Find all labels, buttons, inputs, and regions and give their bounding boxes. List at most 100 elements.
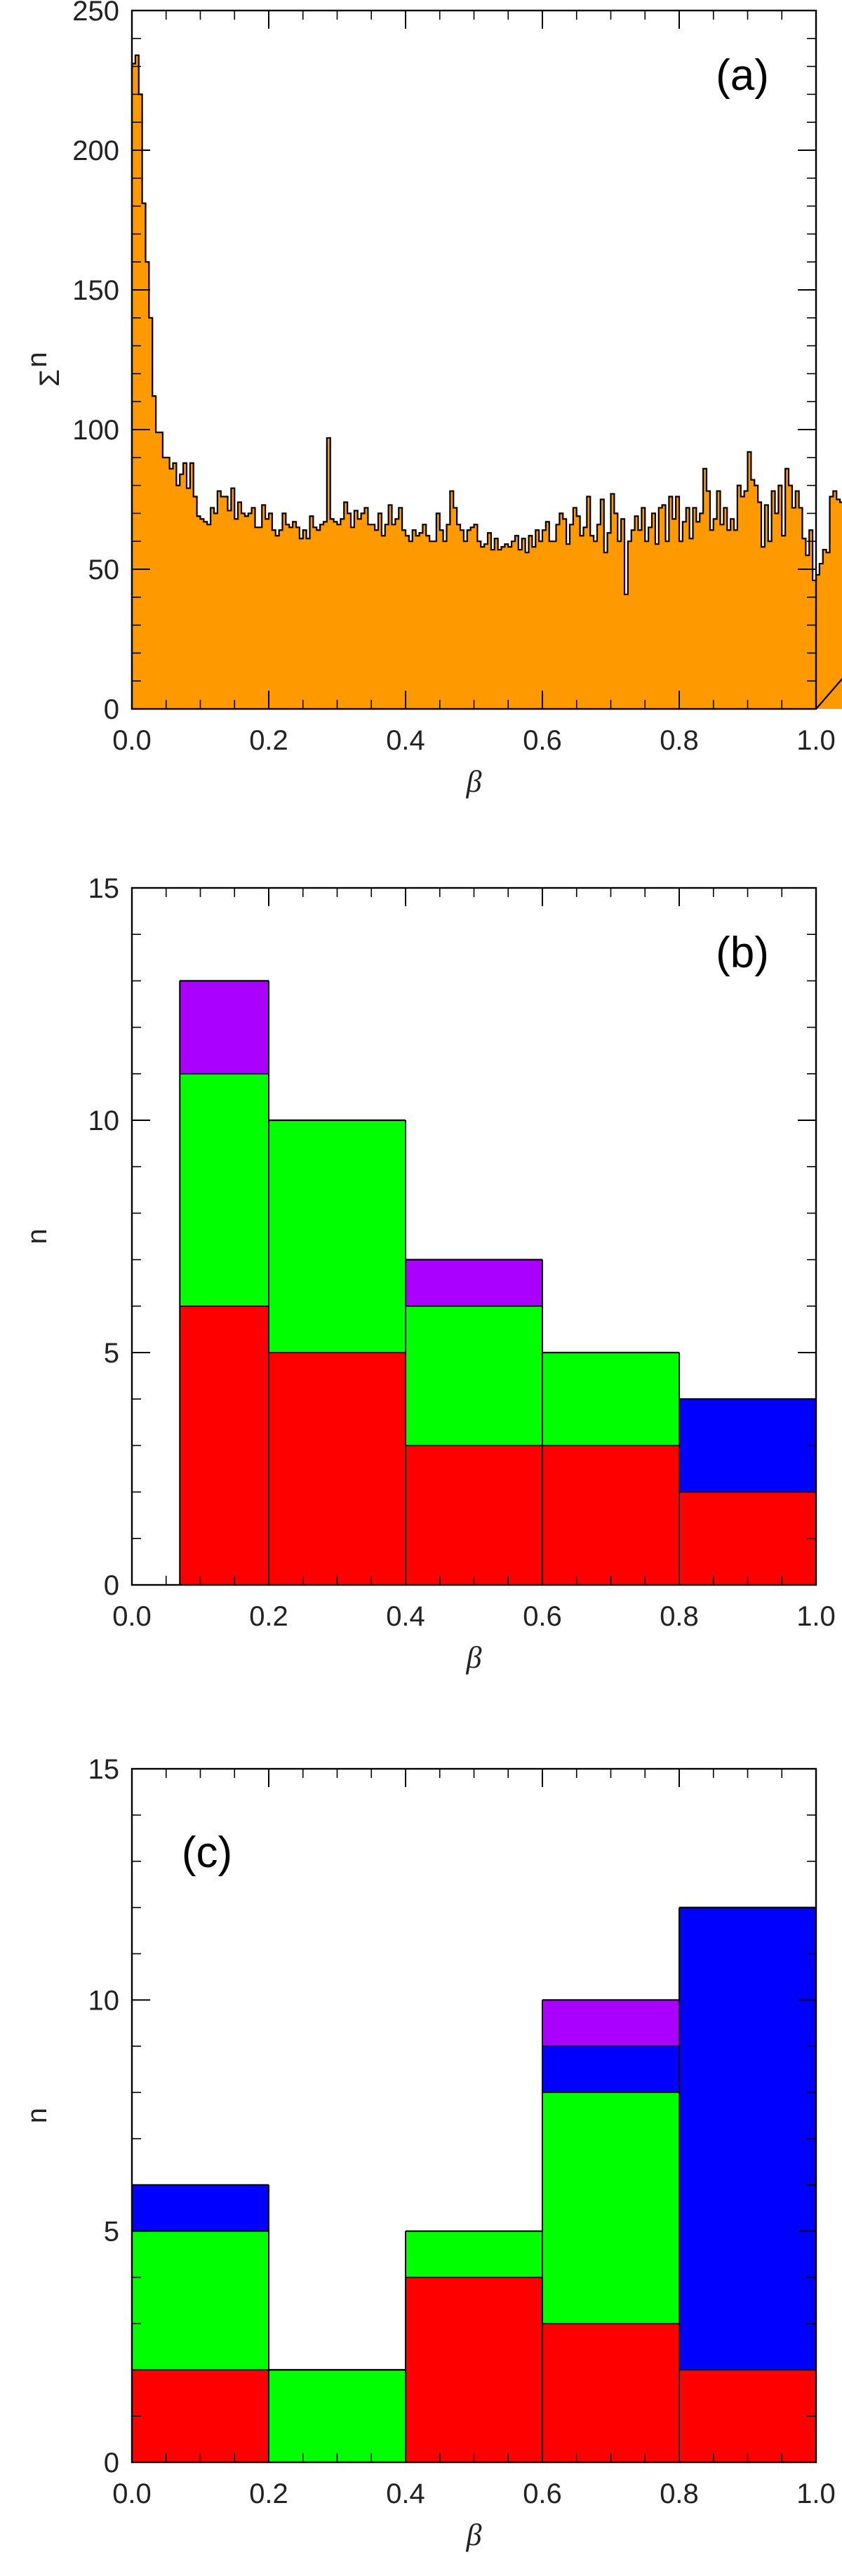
hist-bar <box>406 536 410 709</box>
hist-bar <box>323 522 328 709</box>
hist-bar <box>289 527 293 709</box>
hist-bar <box>422 524 427 709</box>
y-tick-label: 15 <box>88 1754 120 1785</box>
x-tick-label: 0.6 <box>523 725 562 756</box>
x-tick-label: 0.0 <box>112 1601 152 1632</box>
hist-bar <box>716 491 721 709</box>
hist-bar <box>392 524 396 709</box>
hist-bar <box>727 530 731 709</box>
hist-bar <box>251 507 256 709</box>
hist-bar <box>149 317 153 709</box>
hist-bar <box>638 530 642 709</box>
hist-bar <box>552 541 557 709</box>
hist-bar <box>535 530 540 709</box>
hist-bar <box>744 491 749 709</box>
hist-bar <box>782 536 786 709</box>
y-tick-label: 5 <box>104 1338 119 1369</box>
hist-bar <box>371 524 375 709</box>
y-tick-label: 100 <box>72 415 119 446</box>
hist-bar <box>189 463 194 709</box>
hist-bar <box>187 488 191 709</box>
hist-bar <box>337 524 341 709</box>
hist-bar <box>272 530 276 709</box>
hist-bar <box>641 507 646 709</box>
hist-bar <box>521 538 526 709</box>
hist-bar <box>669 496 673 709</box>
hist-bar <box>693 507 697 709</box>
hist-bar <box>494 538 499 709</box>
x-tick-label: 0.2 <box>249 1601 288 1632</box>
hist-bar <box>607 533 612 709</box>
hist-bar <box>545 522 550 709</box>
hist-bar <box>419 533 423 709</box>
hist-bar <box>723 507 728 709</box>
hist-bar <box>361 513 366 709</box>
hist-bar <box>344 502 348 709</box>
hist-bar <box>676 496 680 709</box>
hist-bar <box>813 580 817 709</box>
hist-bar <box>207 524 211 709</box>
hist-bar <box>563 519 567 709</box>
hist-bar <box>512 541 516 709</box>
hist-bar <box>439 530 444 709</box>
hist-bar <box>594 541 598 709</box>
hist-bar <box>624 594 629 709</box>
hist-bar <box>217 491 222 709</box>
hist-bar <box>539 541 543 709</box>
hist-bar <box>785 468 789 709</box>
hist-bar <box>340 519 345 709</box>
hist-bar <box>566 544 570 709</box>
stacked-bar-segment <box>542 2092 679 2324</box>
hist-bar <box>795 491 800 709</box>
stacked-bar-segment <box>542 2000 679 2047</box>
stacked-bar-segment <box>679 2370 816 2462</box>
stacked-bar-segment <box>406 2231 542 2278</box>
hist-bar <box>446 524 450 709</box>
hist-bar <box>412 530 417 709</box>
hist-bar <box>142 203 147 709</box>
hist-bar <box>576 516 581 709</box>
hist-bar <box>316 530 321 709</box>
y-tick-label: 0 <box>104 2448 119 2478</box>
hist-bar <box>347 513 352 709</box>
hist-bar <box>703 468 707 709</box>
hist-bar <box>603 552 608 709</box>
hist-bar <box>655 544 660 709</box>
x-axis-title: β <box>466 1640 482 1675</box>
y-axis-title: n <box>22 2108 53 2123</box>
hist-bar <box>368 524 372 709</box>
hist-bar <box>570 524 574 709</box>
hist-bar <box>515 536 519 709</box>
hist-bar <box>145 262 149 709</box>
hist-bar <box>836 499 841 709</box>
x-tick-label: 0.0 <box>112 725 152 756</box>
hist-bar <box>481 547 485 709</box>
y-axis-subscript: Σ <box>34 369 65 387</box>
stacked-bar-segment <box>542 2046 679 2093</box>
hist-bar <box>152 396 156 709</box>
hist-bar <box>395 519 399 709</box>
hist-bar <box>282 513 286 709</box>
panel-c: 0.0 0.2 0.4 0.6 0.8 1.0 0 5 10 15 β n (c) <box>22 1754 836 2552</box>
hist-bar <box>833 491 837 709</box>
hist-bar <box>450 491 454 709</box>
hist-bar <box>375 530 379 709</box>
hist-bar <box>399 507 403 709</box>
hist-bar <box>210 507 215 709</box>
hist-bar <box>166 457 171 709</box>
hist-bar <box>497 550 502 709</box>
hist-bar <box>135 55 140 710</box>
hist-bar <box>532 547 536 709</box>
hist-bar <box>381 536 386 709</box>
panel-label: (c) <box>182 1828 232 1877</box>
stacked-bar-segment <box>406 1306 542 1446</box>
hist-bar <box>662 505 667 709</box>
hist-bar <box>296 527 300 709</box>
y-axis-title: n <box>22 352 53 367</box>
stacked-bar-segment <box>542 1445 679 1585</box>
hist-bar <box>180 474 184 709</box>
hist-bar <box>542 530 547 709</box>
hist-bar <box>665 541 669 709</box>
hist-bar <box>798 507 803 709</box>
hist-bar <box>730 519 735 709</box>
